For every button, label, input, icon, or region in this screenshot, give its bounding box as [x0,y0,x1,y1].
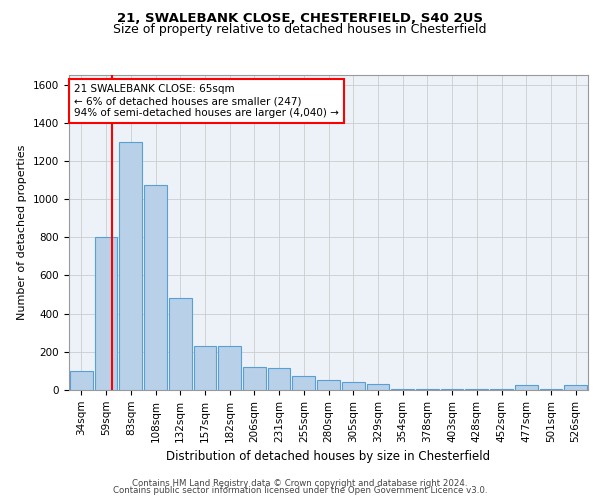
Bar [539,389,562,390]
Bar [441,389,463,390]
Text: Contains HM Land Registry data © Crown copyright and database right 2024.: Contains HM Land Registry data © Crown c… [132,478,468,488]
Bar [119,142,142,390]
Bar [144,185,167,390]
Text: Contains public sector information licensed under the Open Government Licence v3: Contains public sector information licen… [113,486,487,495]
Bar [466,389,488,390]
Bar [70,371,93,390]
Bar [169,298,191,390]
Bar [194,346,216,390]
Bar [268,368,290,390]
Bar [391,389,414,390]
Bar [367,384,389,390]
Bar [218,346,241,390]
Text: 21, SWALEBANK CLOSE, CHESTERFIELD, S40 2US: 21, SWALEBANK CLOSE, CHESTERFIELD, S40 2… [117,12,483,26]
Bar [515,385,538,390]
Text: Size of property relative to detached houses in Chesterfield: Size of property relative to detached ho… [113,22,487,36]
Bar [564,385,587,390]
Bar [95,238,118,390]
Bar [342,382,365,390]
Bar [490,389,513,390]
Text: 21 SWALEBANK CLOSE: 65sqm
← 6% of detached houses are smaller (247)
94% of semi-: 21 SWALEBANK CLOSE: 65sqm ← 6% of detach… [74,84,339,117]
Bar [243,367,266,390]
X-axis label: Distribution of detached houses by size in Chesterfield: Distribution of detached houses by size … [166,450,491,463]
Bar [292,376,315,390]
Bar [317,380,340,390]
Bar [416,389,439,390]
Y-axis label: Number of detached properties: Number of detached properties [17,145,28,320]
